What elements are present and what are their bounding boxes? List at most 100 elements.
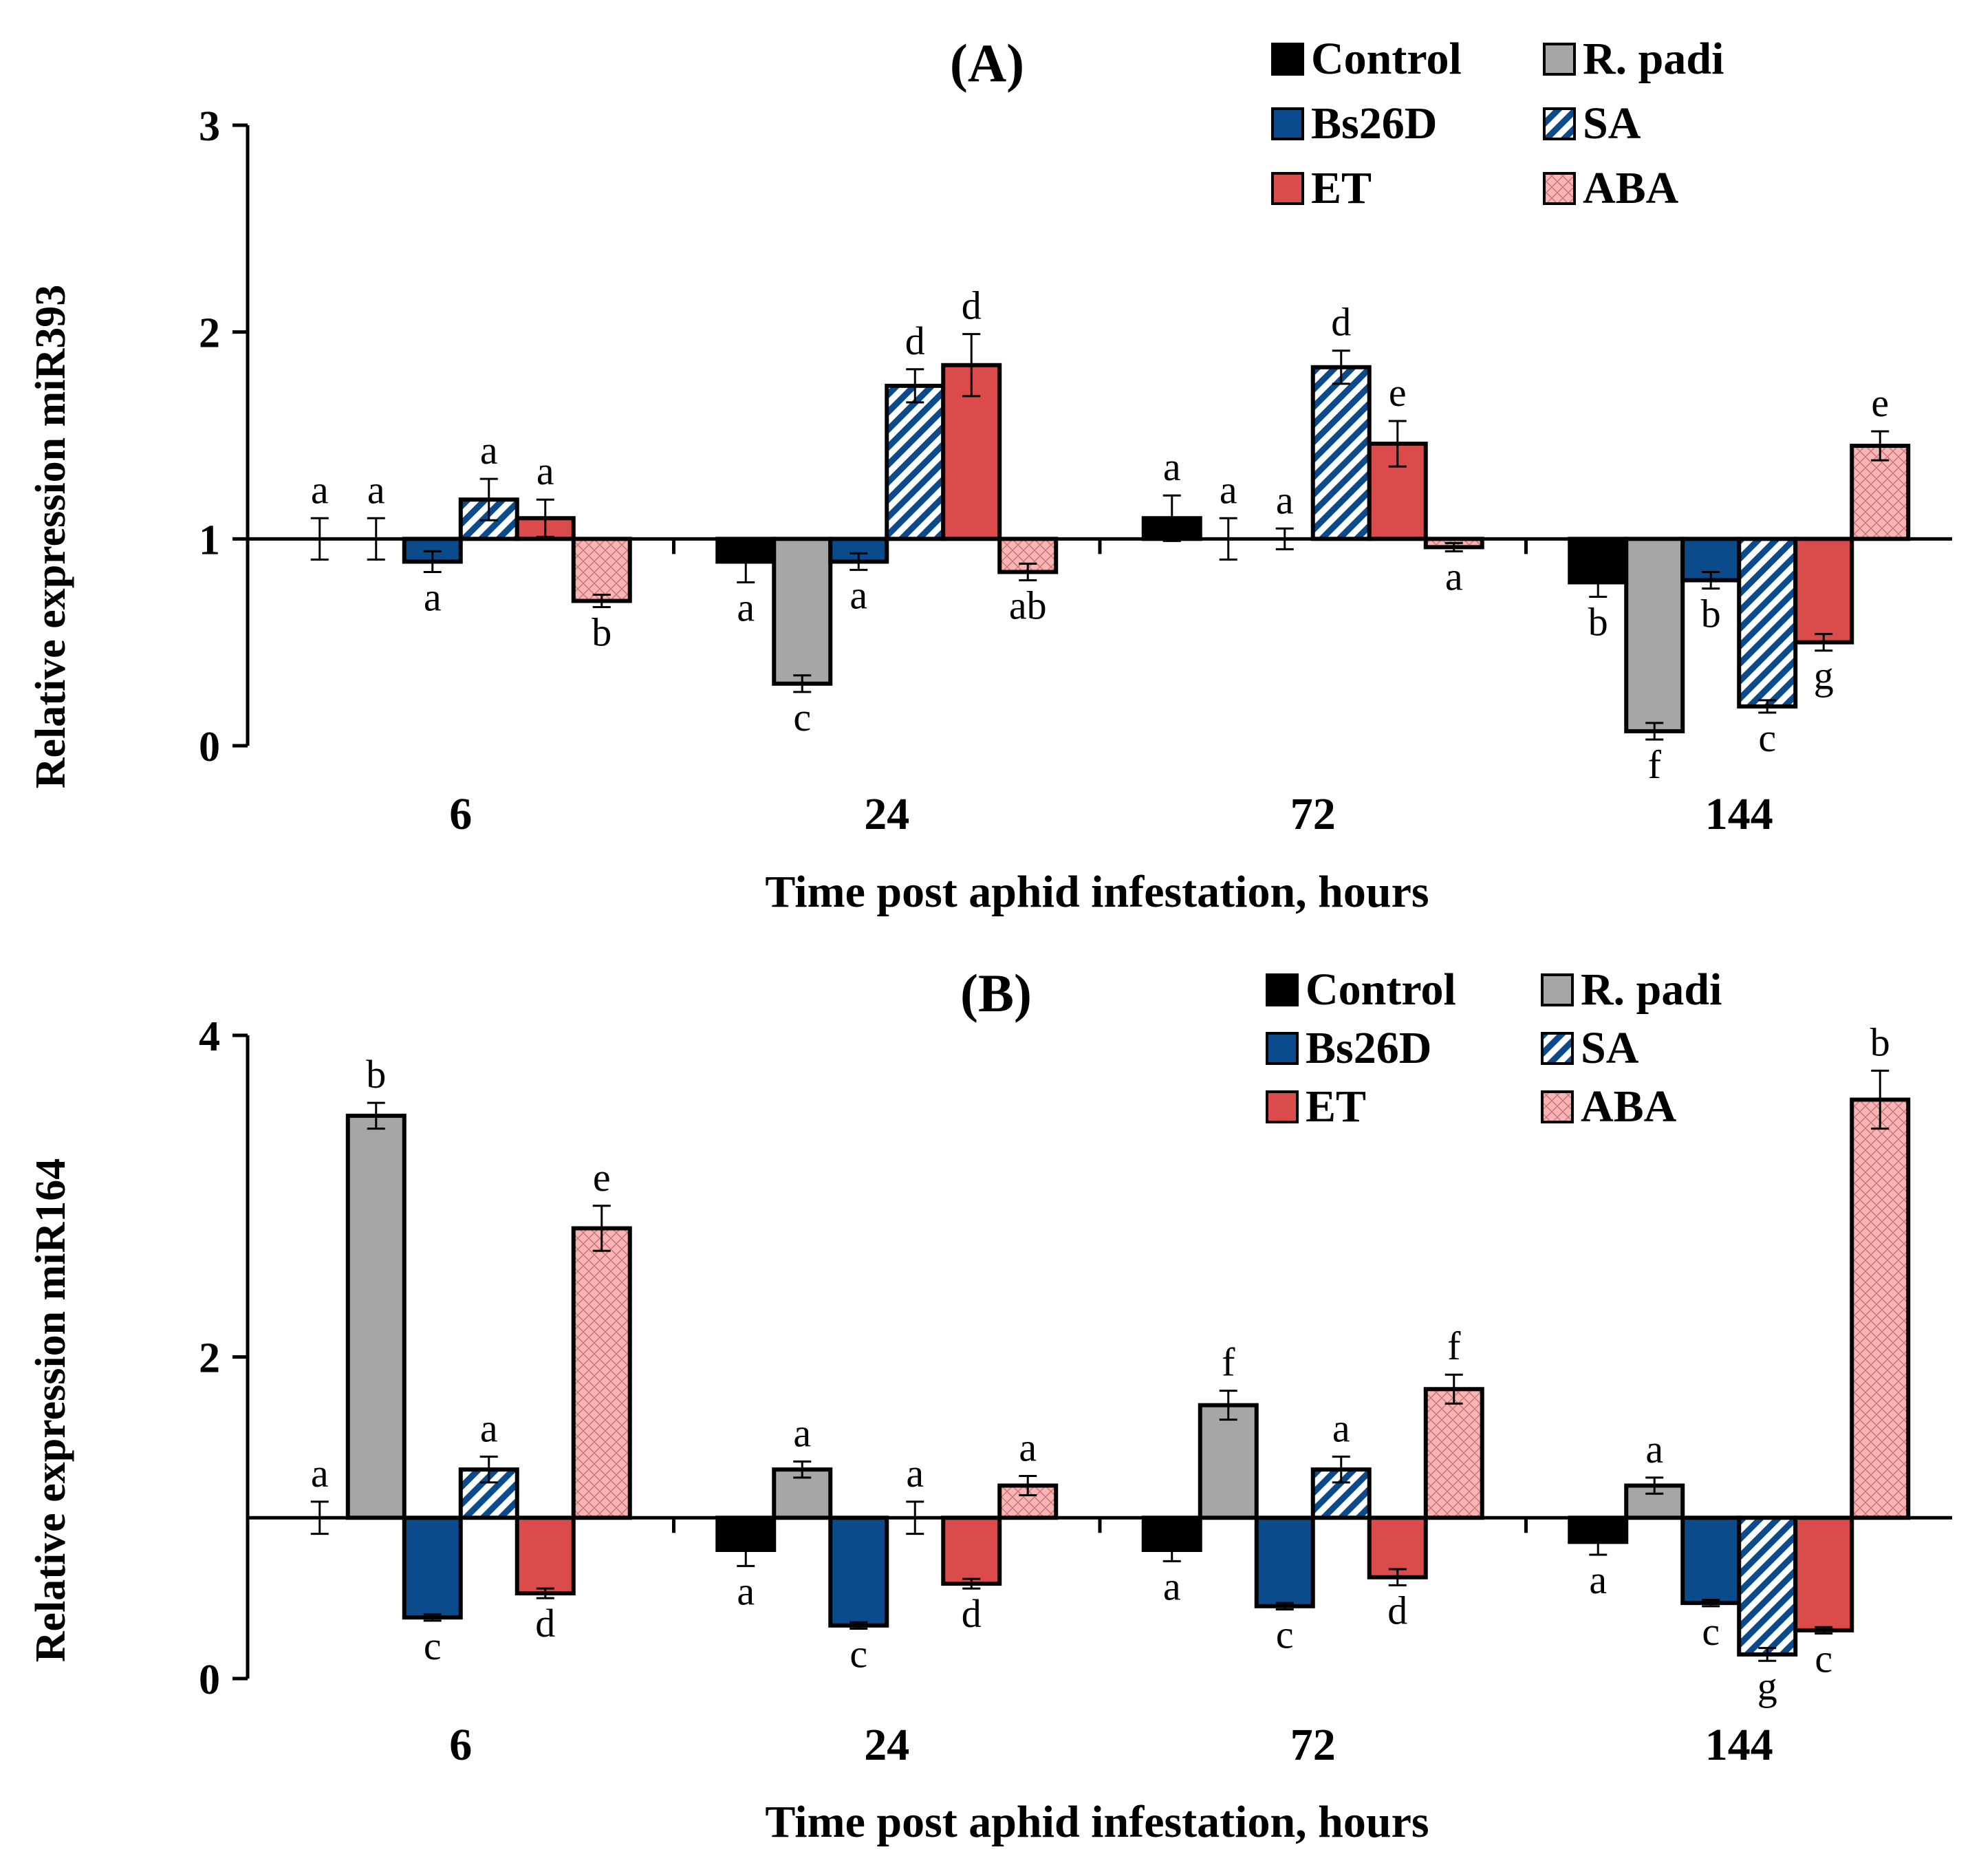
panel-b-sig-letter-r-padi: b [366,1052,386,1097]
panel-b-bar-et [515,1516,576,1596]
panel-b-sig-letter-control: a [1589,1557,1607,1602]
panel-b-sig-letter-et: c [1815,1637,1832,1681]
panel-b-sig-letter-sa: a [1332,1405,1350,1450]
panel-b-legend-swatch-sa [1541,1032,1574,1065]
panel-b-sig-letter-et: d [962,1591,982,1636]
panel-a-legend-swatch-et [1271,172,1304,205]
panel-a-sig-letter-bs26d: b [1701,591,1721,636]
panel-a-sig-letter-et: a [537,449,554,493]
panel-b-sig-letter-sa: g [1757,1663,1777,1708]
panel-b-y-tick-label: 0 [199,1657,220,1703]
panel-a-sig-letter-et: d [962,283,982,328]
panel-a-legend-swatch-aba [1543,172,1576,205]
panel-b-bar-bs26d [1254,1516,1315,1608]
panel-a-sig-letter-et: e [1389,370,1407,415]
panel-b-sig-letter-r-padi: a [1645,1427,1663,1471]
panel-b-legend-label-et: ET [1306,1081,1366,1132]
panel-a-bar-sa [885,383,946,541]
panel-b-sig-letter-r-padi: a [793,1410,811,1455]
panel-b-bar-aba [1423,1387,1484,1520]
panel-b-bar-r-padi [1198,1403,1259,1520]
panel-a-sig-letter-r-padi: c [793,695,811,740]
panel-a: (A) Relative expression miR393 Time post… [28,33,1952,917]
panel-a-xlabel: Time post aphid infestation, hours [765,867,1429,917]
panel-a-legend-label-r-padi: R. padi [1583,34,1724,84]
panel-b-bar-et [941,1516,1002,1586]
panel-a-sig-letter-sa: a [480,428,498,473]
panel-a-y-tick-label: 0 [199,724,220,770]
panel-b-sig-letter-control: a [737,1568,755,1613]
panel-b-x-tick-label: 6 [449,1720,472,1770]
panel-b-x-tick-label: 144 [1705,1720,1773,1770]
panel-a-sig-letter-control: a [737,585,755,629]
panel-a-bar-r-padi [1624,537,1685,733]
panel-a-x-tick-label: 72 [1290,789,1336,839]
panel-a-sig-letter-bs26d: a [849,572,867,617]
panel-b-bar-et [1793,1516,1854,1632]
panel-a-legend-swatch-bs26d [1271,107,1304,140]
panel-b-sig-letter-control: a [311,1451,329,1496]
panel-b-sig-letter-control: a [1163,1564,1181,1608]
panel-a-bar-sa [1310,365,1372,541]
panel-b-ylabel: Relative expression miR164 [28,1158,74,1662]
panel-a-legend-swatch-sa [1543,107,1576,140]
panel-a-sig-letter-sa: d [905,319,925,363]
panel-a-bar-r-padi [772,537,833,686]
panel-b-legend-swatch-r-padi [1541,973,1574,1006]
panel-a-sig-letter-control: a [311,467,329,512]
panel-a-sig-letter-sa: c [1758,715,1776,760]
panel-a-sig-letter-et: g [1814,654,1834,698]
panel-a-x-tick-label: 6 [449,789,472,839]
panel-b-bar-et [1367,1516,1428,1579]
panel-a-sig-letter-r-padi: f [1648,742,1662,787]
panel-b-sig-letter-sa: a [906,1451,924,1496]
panel-a-sig-letter-aba: a [1445,554,1463,599]
panel-b-x-tick-label: 24 [864,1720,909,1770]
panel-b-sig-letter-bs26d: c [849,1632,867,1676]
panel-b-sig-letter-bs26d: c [1276,1612,1294,1657]
panel-b-legend-swatch-control [1266,973,1299,1006]
panel-b-legend-label-aba: ABA [1581,1081,1677,1132]
panel-b-y-tick-label: 2 [199,1335,220,1382]
panel-a-sig-letter-aba: e [1871,380,1889,425]
panel-a-y-tick-label: 3 [199,103,220,150]
panel-b-y-tick-label: 4 [199,1013,220,1060]
panel-b-legend-swatch-aba [1541,1090,1574,1123]
panel-b-legend-label-sa: SA [1581,1023,1639,1073]
panel-b-sig-letter-bs26d: c [1702,1609,1720,1654]
panel-b-sig-letter-et: d [535,1601,555,1646]
panel-b-sig-letter-aba: e [593,1155,611,1200]
panel-a-bar-aba [571,537,632,603]
panel-a-sig-letter-control: a [1163,444,1181,489]
panel-b-label: (B) [960,963,1032,1023]
panel-b-bar-bs26d [828,1516,889,1628]
panel-a-legend-label-aba: ABA [1583,163,1679,213]
panel-b: (B) Relative expression miR164 Time post… [28,963,1952,1847]
panel-b-x-tick-label: 72 [1290,1720,1336,1770]
panel-a-sig-letter-bs26d: a [424,574,442,619]
panel-a-sig-letter-r-padi: a [367,467,385,512]
panel-b-sig-letter-r-padi: f [1222,1340,1235,1385]
panel-a-ylabel: Relative expression miR393 [28,285,74,788]
panel-a-bar-et [1793,537,1854,645]
panel-b-sig-letter-et: d [1387,1588,1407,1632]
panel-a-y-tick-label: 2 [199,310,220,357]
panel-a-legend-swatch-control [1271,43,1304,76]
panel-b-legend-label-control: Control [1306,964,1456,1015]
panel-b-sig-letter-bs26d: c [424,1624,442,1668]
panel-a-sig-letter-bs26d: a [1276,477,1294,522]
panel-a-bar-sa [1737,537,1798,709]
panel-a-legend-label-control: Control [1311,34,1462,84]
panel-b-bar-aba [1850,1097,1911,1520]
panel-a-legend-label-et: ET [1311,163,1372,213]
panel-a-sig-letter-r-padi: a [1220,467,1237,512]
panel-a-x-tick-label: 24 [864,789,909,839]
panel-a-x-tick-label: 144 [1705,789,1773,839]
panel-a-legend-swatch-r-padi [1543,43,1576,76]
panel-b-sig-letter-aba: a [1019,1425,1037,1469]
panel-b-legend-swatch-bs26d [1266,1032,1299,1065]
panel-a-label: (A) [950,33,1024,93]
